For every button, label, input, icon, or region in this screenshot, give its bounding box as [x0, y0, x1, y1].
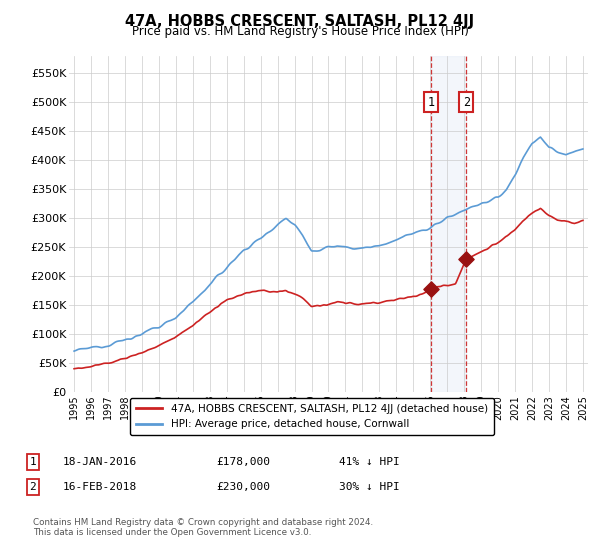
Text: 47A, HOBBS CRESCENT, SALTASH, PL12 4JJ: 47A, HOBBS CRESCENT, SALTASH, PL12 4JJ	[125, 14, 475, 29]
Text: 2: 2	[463, 96, 470, 109]
Text: £178,000: £178,000	[216, 457, 270, 467]
Text: 2: 2	[29, 482, 37, 492]
Point	[461, 254, 471, 263]
Text: 16-FEB-2018: 16-FEB-2018	[63, 482, 137, 492]
Bar	[431, 56, 466, 392]
Point	[427, 284, 436, 293]
Text: 1: 1	[29, 457, 37, 467]
Text: 30% ↓ HPI: 30% ↓ HPI	[339, 482, 400, 492]
Text: 18-JAN-2016: 18-JAN-2016	[63, 457, 137, 467]
Text: Price paid vs. HM Land Registry's House Price Index (HPI): Price paid vs. HM Land Registry's House …	[131, 25, 469, 38]
Text: Contains HM Land Registry data © Crown copyright and database right 2024.
This d: Contains HM Land Registry data © Crown c…	[33, 518, 373, 538]
Text: 1: 1	[428, 96, 434, 109]
Legend: 47A, HOBBS CRESCENT, SALTASH, PL12 4JJ (detached house), HPI: Average price, det: 47A, HOBBS CRESCENT, SALTASH, PL12 4JJ (…	[130, 398, 494, 436]
Text: £230,000: £230,000	[216, 482, 270, 492]
Text: 41% ↓ HPI: 41% ↓ HPI	[339, 457, 400, 467]
